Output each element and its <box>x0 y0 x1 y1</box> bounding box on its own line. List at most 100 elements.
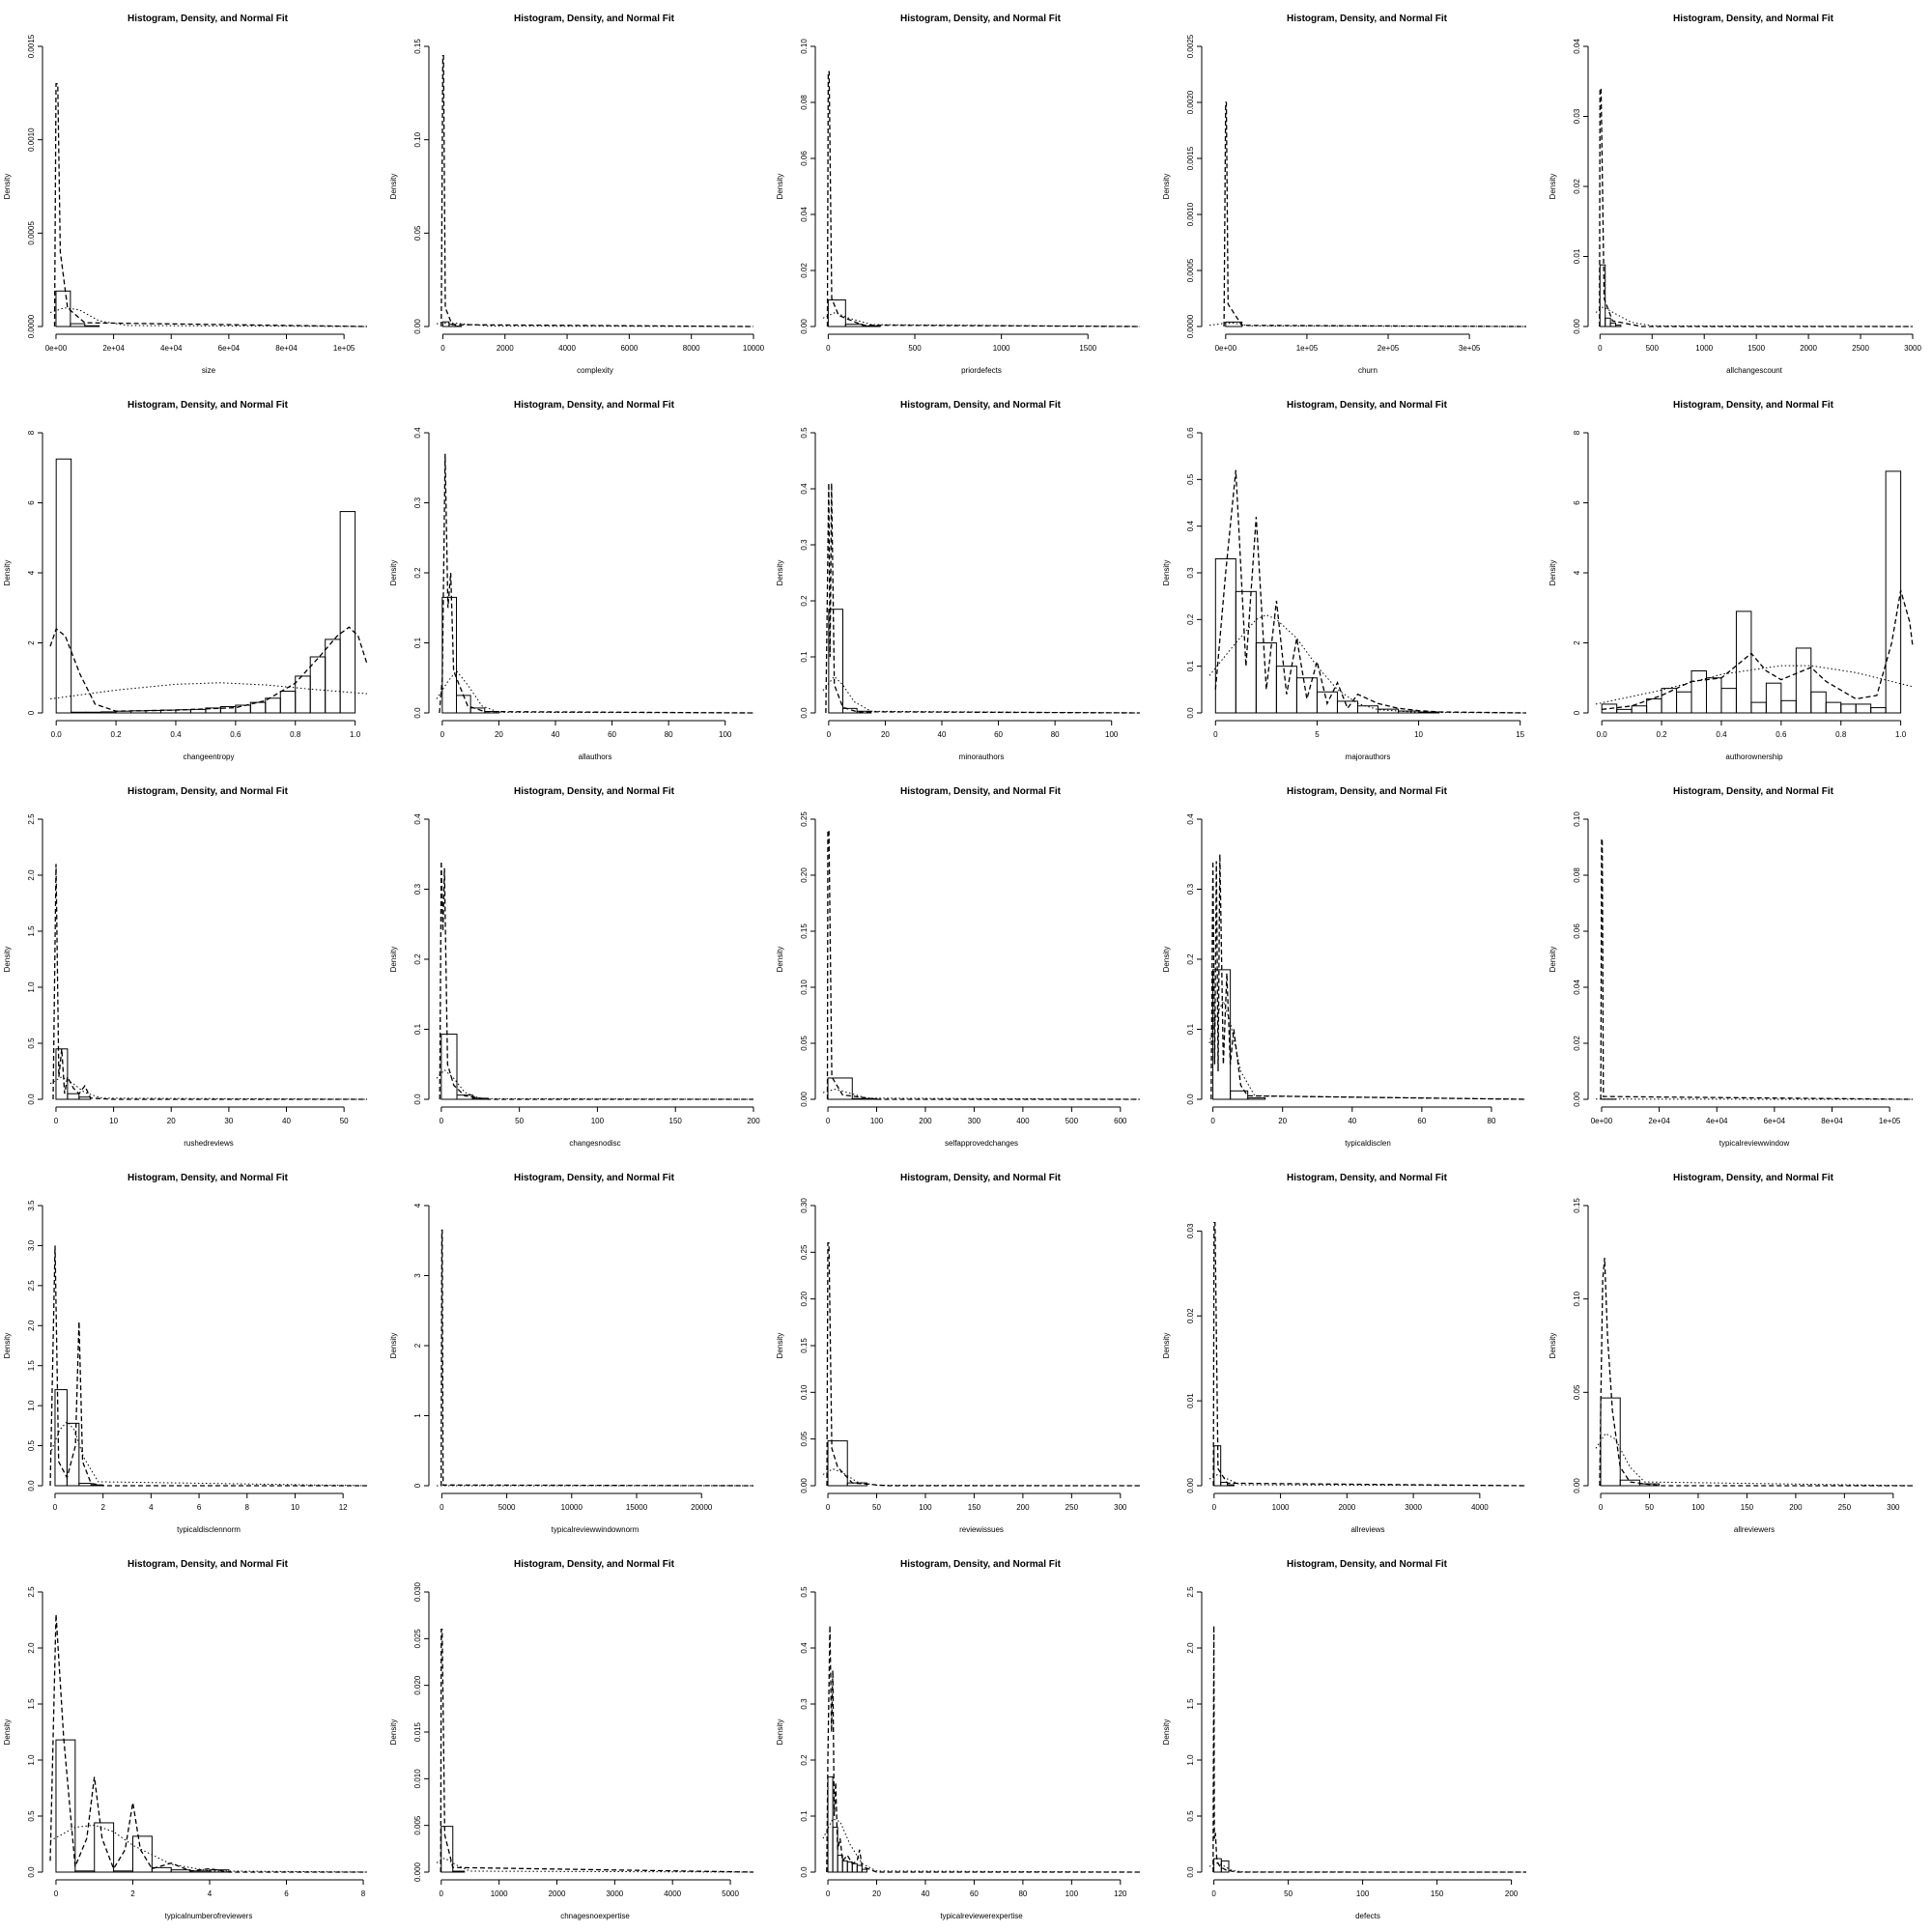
x-tick-label: 1.0 <box>1895 730 1907 739</box>
panel-title: Histogram, Density, and Normal Fit <box>1287 1559 1448 1570</box>
y-tick-label: 3 <box>413 1273 422 1278</box>
y-axis-label: Density <box>3 1719 12 1746</box>
normal-fit-curve <box>49 682 368 699</box>
x-tick-label: 200 <box>919 1117 932 1125</box>
x-tick-label: 15 <box>1516 730 1524 739</box>
y-tick-label: 1 <box>413 1413 422 1418</box>
y-tick-label: 0.3 <box>413 497 422 508</box>
histogram-bar <box>1750 701 1767 714</box>
histogram-bar <box>94 1822 115 1873</box>
histogram-panel-reviewissues: Histogram, Density, and Normal Fit 0 50 100… <box>776 1173 1141 1534</box>
histogram-panel-typicalreviewwindow: Histogram, Density, and Normal Fit 0e+00 2… <box>1548 786 1914 1148</box>
y-tick-label: 0.3 <box>1186 883 1195 895</box>
y-tick-label: 0.005 <box>413 1815 422 1835</box>
histogram-bar <box>1616 708 1633 714</box>
y-axis-label: Density <box>1162 1333 1171 1359</box>
histogram-panel-typicaldisclennorm: Histogram, Density, and Normal Fit 0 2 4 6 8 1… <box>3 1173 368 1534</box>
x-tick-label: 10 <box>109 1117 118 1125</box>
y-tick-label: 0.00 <box>1573 1478 1581 1493</box>
y-tick-label: 0.20 <box>800 1291 809 1306</box>
x-tick-label: 200 <box>1505 1889 1519 1898</box>
x-tick-label: 1000 <box>1695 344 1713 353</box>
y-axis-label: Density <box>776 947 784 973</box>
histogram-panel-defects: Histogram, Density, and Normal Fit 0 50 100… <box>1162 1559 1527 1920</box>
y-tick-label: 0.25 <box>800 811 809 827</box>
y-tick-label: 0.15 <box>800 923 809 939</box>
y-tick-label: 0.5 <box>1186 1810 1195 1822</box>
y-tick-label: 0.08 <box>1573 867 1581 883</box>
histogram-bar <box>1690 670 1707 714</box>
histogram-bar <box>441 596 458 714</box>
x-axis-label: reviewissues <box>959 1525 1004 1534</box>
histogram-bar <box>861 1868 867 1873</box>
x-axis-label: size <box>202 366 216 375</box>
density-curve <box>1214 469 1527 714</box>
x-tick-label: 15000 <box>626 1503 648 1512</box>
x-tick-label: 2000 <box>1800 344 1817 353</box>
density-curve <box>49 1614 367 1873</box>
density-curve <box>826 1625 1140 1873</box>
x-tick-label: 0.8 <box>290 730 301 739</box>
x-axis-label: authorownership <box>1725 753 1783 761</box>
x-tick-label: 600 <box>1114 1117 1127 1125</box>
histogram-bar <box>1780 699 1797 714</box>
x-axis-label: majorauthors <box>1346 753 1391 761</box>
density-curve <box>826 71 1141 327</box>
y-tick-label: 0.0015 <box>1186 146 1195 170</box>
x-tick-label: 0.4 <box>1716 730 1727 739</box>
x-tick-label: 500 <box>908 344 922 353</box>
x-tick-label: 4e+04 <box>1706 1117 1728 1125</box>
x-tick-label: 0 <box>1213 730 1218 739</box>
histogram-bar <box>55 290 71 327</box>
y-tick-label: 0.1 <box>1186 1023 1195 1035</box>
x-tick-label: 12 <box>339 1503 348 1512</box>
x-tick-label: 3e+05 <box>1459 344 1481 353</box>
x-axis-label: allreviews <box>1350 1525 1384 1534</box>
x-tick-label: 0.0 <box>51 730 63 739</box>
histogram-bar <box>844 324 864 327</box>
y-tick-label: 0.4 <box>1186 521 1195 532</box>
panel-title: Histogram, Density, and Normal Fit <box>1287 1173 1448 1183</box>
x-tick-label: 80 <box>1488 1117 1496 1125</box>
x-axis-label: typicaldisclen <box>1345 1139 1391 1148</box>
histogram-bar <box>265 697 281 714</box>
y-tick-label: 0.1 <box>413 637 422 648</box>
x-tick-label: 300 <box>1114 1503 1127 1512</box>
histogram-bar <box>1765 682 1782 714</box>
y-tick-label: 0.0 <box>413 1094 422 1105</box>
y-axis-label: Density <box>389 174 398 200</box>
normal-fit-curve <box>1595 665 1914 705</box>
density-curve <box>825 483 1141 714</box>
x-axis-label: chnagesnoexpertise <box>560 1912 630 1920</box>
density-curve <box>52 864 367 1100</box>
y-axis-label: Density <box>1162 560 1171 586</box>
x-tick-label: 5000 <box>498 1503 516 1512</box>
x-tick-label: 2 <box>100 1503 105 1512</box>
y-tick-label: 0.05 <box>413 225 422 241</box>
y-tick-label: 0.5 <box>27 1810 36 1822</box>
x-axis-label: allreviewers <box>1734 1525 1775 1534</box>
histogram-bar <box>1220 1481 1229 1487</box>
panel-title: Histogram, Density, and Normal Fit <box>1287 786 1448 797</box>
x-tick-label: 20 <box>881 730 890 739</box>
histogram-panel-chnagesnoexpertise: Histogram, Density, and Normal Fit 0 1000 2… <box>389 1559 754 1920</box>
x-tick-label: 6e+04 <box>218 344 241 353</box>
y-tick-label: 6 <box>1573 500 1581 505</box>
normal-fit-curve <box>822 1089 1141 1100</box>
histogram-bar <box>54 1389 68 1487</box>
y-tick-label: 0.5 <box>800 427 809 439</box>
histogram-bar <box>1855 703 1872 714</box>
y-tick-label: 1.0 <box>27 1754 36 1766</box>
x-tick-label: 100 <box>1691 1503 1705 1512</box>
y-tick-label: 0.0 <box>27 1866 36 1878</box>
x-tick-label: 300 <box>968 1117 981 1125</box>
histogram-bar <box>1646 698 1662 714</box>
y-axis-label: Density <box>1548 947 1557 973</box>
histogram-panel-authorownership: Histogram, Density, and Normal Fit 0.0 0.2… <box>1548 400 1914 761</box>
y-tick-label: 0.1 <box>800 1810 809 1822</box>
y-tick-label: 0.0000 <box>27 314 36 338</box>
histogram-bar <box>1418 711 1440 714</box>
x-tick-label: 10 <box>1414 730 1423 739</box>
y-tick-label: 0.15 <box>800 1338 809 1353</box>
histogram-bar <box>74 1870 96 1873</box>
